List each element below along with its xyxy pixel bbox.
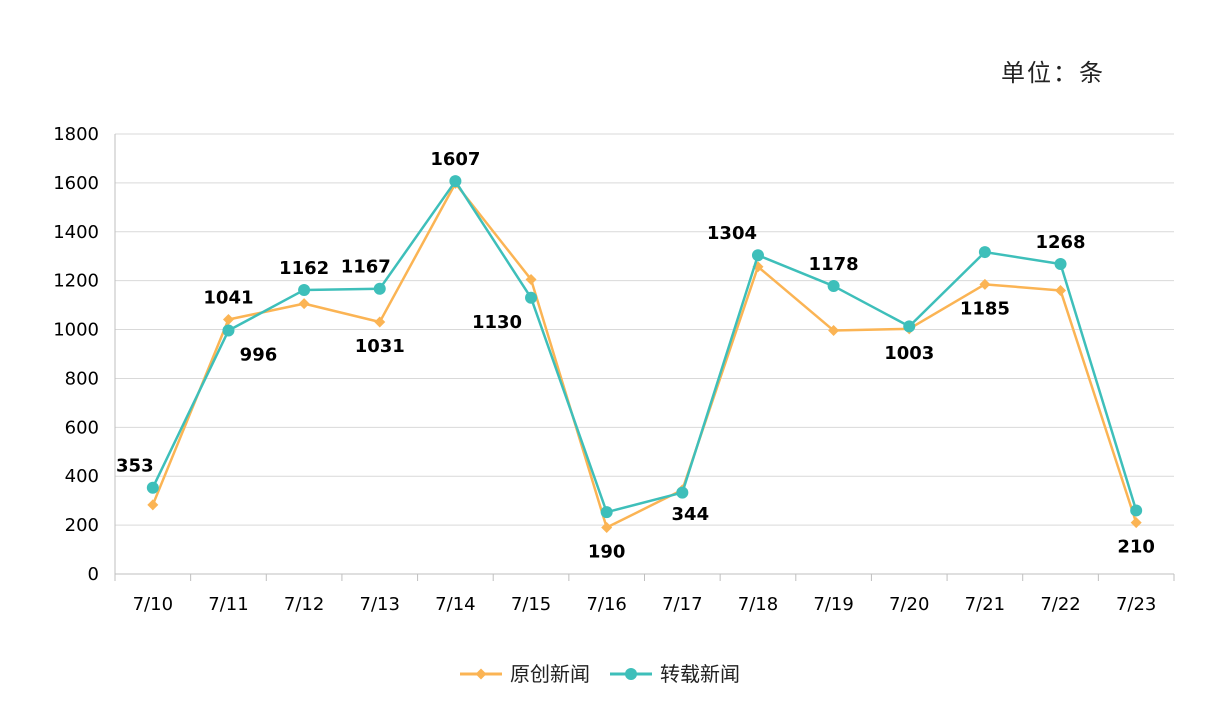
data-point-2 xyxy=(903,320,916,333)
legend-marker-2 xyxy=(625,668,637,680)
data-label: 1130 xyxy=(472,312,522,333)
x-tick-label: 7/22 xyxy=(1040,594,1080,615)
data-label: 1031 xyxy=(355,336,405,357)
data-point-2 xyxy=(525,291,538,304)
x-tick-label: 7/17 xyxy=(662,594,702,615)
x-tick-label: 7/15 xyxy=(511,594,551,615)
data-label: 1185 xyxy=(960,298,1010,319)
y-tick-label: 1000 xyxy=(53,320,99,341)
data-label: 1003 xyxy=(884,343,934,364)
x-tick-label: 7/16 xyxy=(586,594,626,615)
data-point-2 xyxy=(676,486,689,499)
data-label: 996 xyxy=(240,345,278,366)
data-point-1 xyxy=(147,499,159,511)
x-tick-label: 7/11 xyxy=(208,594,248,615)
data-point-2 xyxy=(978,246,991,259)
x-tick-label: 7/12 xyxy=(284,594,324,615)
data-point-1 xyxy=(525,273,537,285)
y-tick-label: 200 xyxy=(65,515,99,536)
data-point-2 xyxy=(751,249,764,262)
data-label: 1607 xyxy=(430,149,480,170)
data-label: 210 xyxy=(1117,537,1155,558)
data-label: 353 xyxy=(116,456,154,477)
data-point-2 xyxy=(449,175,462,188)
data-point-2 xyxy=(298,283,311,296)
data-point-2 xyxy=(222,324,235,337)
data-point-2 xyxy=(146,481,159,494)
data-point-1 xyxy=(222,314,234,326)
data-label: 1162 xyxy=(279,258,329,279)
y-tick-label: 1200 xyxy=(53,271,99,292)
series-line-1 xyxy=(151,182,1138,529)
legend-label-1: 原创新闻 xyxy=(510,662,590,686)
data-point-1 xyxy=(1055,284,1067,296)
data-label: 190 xyxy=(588,542,626,563)
data-point-1 xyxy=(1130,517,1142,529)
legend-label-2: 转载新闻 xyxy=(660,662,740,686)
series-line-2 xyxy=(151,179,1138,514)
x-tick-label: 7/20 xyxy=(889,594,929,615)
data-point-2 xyxy=(600,506,613,519)
y-tick-label: 1400 xyxy=(53,222,99,243)
data-point-2 xyxy=(373,282,386,295)
x-tick-label: 7/13 xyxy=(360,594,400,615)
x-tick-label: 7/21 xyxy=(965,594,1005,615)
data-point-2 xyxy=(1130,504,1143,517)
data-point-1 xyxy=(979,278,991,290)
unit-label: 单位：条 xyxy=(1001,59,1105,87)
data-point-1 xyxy=(374,316,386,328)
data-point-2 xyxy=(827,280,840,293)
data-point-2 xyxy=(1054,258,1067,271)
y-tick-label: 600 xyxy=(65,417,99,438)
y-tick-label: 400 xyxy=(65,466,99,487)
data-label: 1178 xyxy=(809,254,859,275)
data-label: 1041 xyxy=(203,288,253,309)
x-tick-label: 7/23 xyxy=(1116,594,1156,615)
data-point-1 xyxy=(828,325,840,337)
y-tick-label: 1800 xyxy=(53,124,99,145)
x-tick-label: 7/19 xyxy=(813,594,853,615)
x-tick-label: 7/18 xyxy=(738,594,778,615)
y-tick-label: 800 xyxy=(65,368,99,389)
data-label: 1167 xyxy=(341,257,391,278)
data-label: 1304 xyxy=(707,223,757,244)
y-tick-label: 1600 xyxy=(53,173,99,194)
data-label: 344 xyxy=(672,504,710,525)
y-tick-label: 0 xyxy=(88,564,99,585)
data-point-1 xyxy=(298,298,310,310)
data-point-1 xyxy=(601,522,613,534)
legend-marker-1 xyxy=(475,668,487,680)
x-tick-label: 7/14 xyxy=(435,594,475,615)
data-label: 1268 xyxy=(1035,232,1085,253)
x-tick-label: 7/10 xyxy=(133,594,173,615)
